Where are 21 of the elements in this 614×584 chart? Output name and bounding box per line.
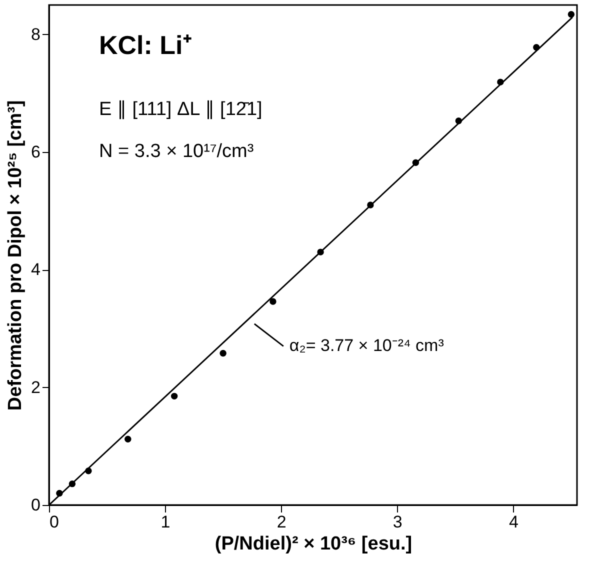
point (170, 392, 178, 400)
x-axis-title: (P/Ndiel)² × 10³⁶ [esu.] (214, 534, 412, 554)
y-tick-label: 0 (31, 496, 40, 514)
y-tick-label: 8 (31, 24, 40, 44)
annotation: N = 3.3 × 10¹⁷/cm³ (99, 141, 254, 162)
x-tick-label: 2 (276, 512, 286, 532)
y-tick-label: 4 (31, 260, 40, 280)
point (124, 436, 132, 442)
point (220, 350, 226, 357)
point (568, 11, 575, 18)
point (270, 298, 276, 305)
y-tick-label: 2 (31, 378, 40, 397)
y-tick-label: 6 (31, 142, 40, 162)
annotation: α₂= 3.77 × 10⁻²⁴ cm³ (289, 336, 444, 356)
annotation: KCl: Li⁺ (99, 30, 192, 60)
x-tick-label: 1 (160, 512, 170, 532)
x-tick-label: 3 (392, 512, 402, 532)
x-tick-label: 4 (508, 512, 518, 532)
y-axis-title: Deformation pro Dipol × 10²⁵ [cm³] (5, 100, 26, 411)
annotation: E ∥ [111] ΔL ∥ [12̄1] (99, 99, 262, 120)
x-tick-label: 0 (50, 512, 59, 532)
